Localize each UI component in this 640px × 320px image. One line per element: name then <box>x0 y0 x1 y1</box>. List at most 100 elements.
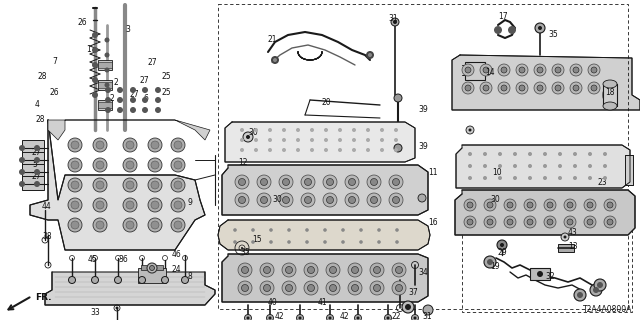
Text: 23: 23 <box>598 178 607 187</box>
Circle shape <box>538 26 542 30</box>
Circle shape <box>326 179 333 186</box>
Ellipse shape <box>603 84 617 106</box>
Circle shape <box>524 199 536 211</box>
Bar <box>98 62 112 68</box>
Circle shape <box>402 301 414 313</box>
Circle shape <box>484 256 496 268</box>
Circle shape <box>310 128 314 132</box>
Circle shape <box>413 316 417 319</box>
Circle shape <box>105 107 111 113</box>
Circle shape <box>257 175 271 189</box>
Circle shape <box>92 92 98 98</box>
Text: 28: 28 <box>37 72 47 81</box>
Circle shape <box>296 128 300 132</box>
Text: 2: 2 <box>113 78 118 87</box>
Circle shape <box>68 218 82 232</box>
Circle shape <box>171 158 185 172</box>
Circle shape <box>534 64 546 76</box>
Circle shape <box>93 158 107 172</box>
Circle shape <box>285 284 292 292</box>
Circle shape <box>68 138 82 152</box>
Circle shape <box>394 148 398 152</box>
Circle shape <box>305 240 309 244</box>
Circle shape <box>285 267 292 274</box>
Circle shape <box>326 196 333 204</box>
Circle shape <box>468 164 472 168</box>
Text: 27: 27 <box>130 90 140 99</box>
Polygon shape <box>455 190 635 235</box>
Bar <box>98 60 112 70</box>
Circle shape <box>19 145 25 151</box>
Circle shape <box>254 138 258 142</box>
Text: 40: 40 <box>268 298 278 307</box>
Circle shape <box>241 267 248 274</box>
Circle shape <box>516 82 528 94</box>
Circle shape <box>142 97 148 103</box>
Circle shape <box>345 175 359 189</box>
Circle shape <box>573 152 577 156</box>
Circle shape <box>587 219 593 225</box>
Circle shape <box>123 158 137 172</box>
Circle shape <box>497 240 507 250</box>
Circle shape <box>338 148 342 152</box>
Circle shape <box>359 240 363 244</box>
Bar <box>218 4 628 309</box>
Circle shape <box>573 67 579 73</box>
Circle shape <box>239 179 246 186</box>
Circle shape <box>282 128 286 132</box>
Circle shape <box>123 198 137 212</box>
Circle shape <box>543 152 547 156</box>
Circle shape <box>519 85 525 91</box>
Circle shape <box>304 263 318 277</box>
Circle shape <box>508 26 516 34</box>
Text: 18: 18 <box>605 88 614 97</box>
Circle shape <box>535 23 545 33</box>
Circle shape <box>528 164 532 168</box>
Circle shape <box>349 196 355 204</box>
Circle shape <box>92 47 98 53</box>
Circle shape <box>468 152 472 156</box>
Circle shape <box>305 228 309 232</box>
Text: 12: 12 <box>238 158 248 167</box>
Circle shape <box>584 216 596 228</box>
Circle shape <box>498 152 502 156</box>
Circle shape <box>273 58 277 62</box>
Circle shape <box>498 164 502 168</box>
Bar <box>98 82 112 88</box>
Circle shape <box>543 164 547 168</box>
Bar <box>22 152 44 166</box>
Polygon shape <box>456 145 630 188</box>
Circle shape <box>563 236 566 238</box>
Circle shape <box>374 284 381 292</box>
Circle shape <box>524 216 536 228</box>
Polygon shape <box>48 120 210 140</box>
Circle shape <box>547 202 553 208</box>
Text: 35: 35 <box>240 248 250 257</box>
Circle shape <box>345 193 359 207</box>
Circle shape <box>370 281 384 295</box>
Text: 19: 19 <box>490 262 500 271</box>
Circle shape <box>130 107 136 113</box>
Text: 43: 43 <box>568 228 578 237</box>
Circle shape <box>326 315 333 320</box>
Circle shape <box>96 161 104 169</box>
Circle shape <box>269 240 273 244</box>
Circle shape <box>498 64 510 76</box>
Circle shape <box>543 176 547 180</box>
Text: 41: 41 <box>318 298 328 307</box>
Circle shape <box>504 199 516 211</box>
Circle shape <box>338 128 342 132</box>
Circle shape <box>126 181 134 189</box>
Circle shape <box>96 141 104 149</box>
Circle shape <box>351 267 358 274</box>
Text: 7: 7 <box>52 57 57 66</box>
Circle shape <box>507 202 513 208</box>
Circle shape <box>494 26 502 34</box>
Circle shape <box>527 202 533 208</box>
Circle shape <box>465 67 471 73</box>
Circle shape <box>264 284 271 292</box>
Circle shape <box>271 56 279 64</box>
Circle shape <box>310 148 314 152</box>
Bar <box>558 244 574 252</box>
Circle shape <box>330 267 337 274</box>
